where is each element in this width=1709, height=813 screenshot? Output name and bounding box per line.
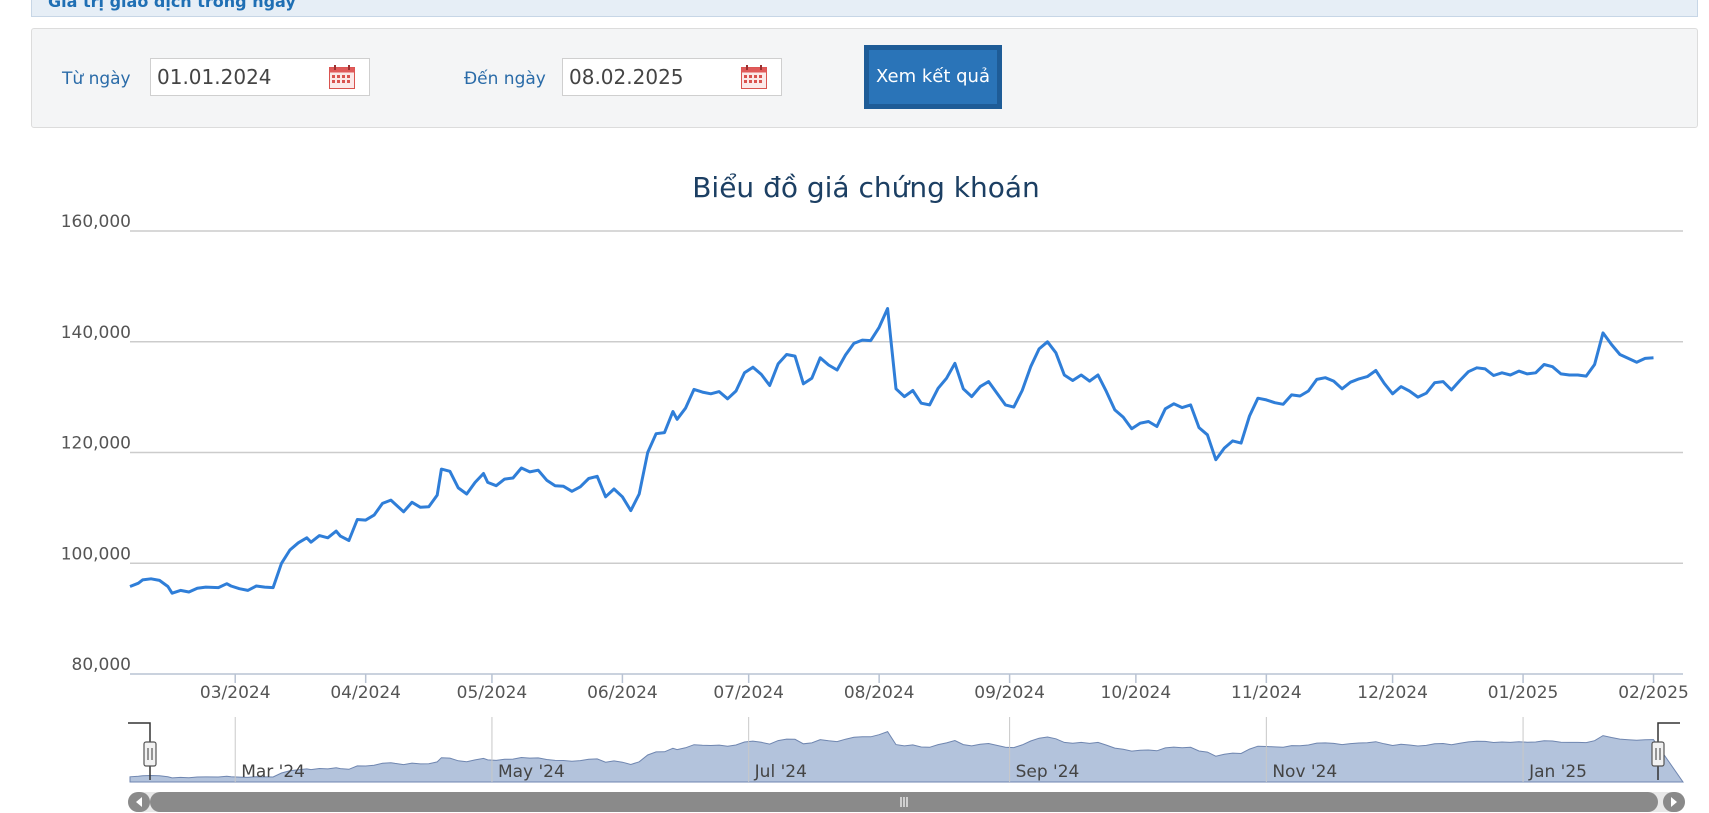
y-tick-label: 100,000 [61, 544, 131, 564]
x-tick-label: 10/2024 [1101, 683, 1172, 703]
chevron-right-icon [1671, 797, 1677, 807]
x-tick-label: 09/2024 [974, 683, 1045, 703]
navigator-handle[interactable] [1651, 741, 1665, 767]
x-tick-label: 03/2024 [200, 683, 271, 703]
x-tick-label: 01/2025 [1488, 683, 1559, 703]
view-results-button[interactable]: Xem kết quả [864, 45, 1002, 109]
x-tick-label: 05/2024 [457, 683, 528, 703]
x-tick-label: 06/2024 [587, 683, 658, 703]
to-date-field[interactable] [562, 58, 782, 96]
stock-price-chart: Biểu đồ giá chứng khoán 80,000 100,000 120… [61, 171, 1689, 812]
y-tick-label: 80,000 [72, 655, 131, 675]
from-date-label: Từ ngày [62, 69, 131, 89]
navigator-label: Nov '24 [1272, 762, 1337, 782]
x-axis-ticks: 03/2024 04/2024 05/2024 06/2024 07/2024 08/20… [200, 674, 1689, 703]
navigator-label: May '24 [498, 762, 565, 782]
x-tick-label: 02/2025 [1618, 683, 1689, 703]
x-tick-label: 08/2024 [844, 683, 915, 703]
y-tick-label: 160,000 [61, 212, 131, 232]
calendar-icon[interactable] [741, 65, 767, 89]
from-date-input[interactable] [151, 59, 321, 95]
navigator-label: Jul '24 [754, 762, 807, 782]
to-date-input[interactable] [563, 59, 733, 95]
price-series-line [129, 307, 1654, 595]
intraday-value-title: Giá trị giao dịch trong ngày [48, 0, 296, 11]
y-axis-ticks: 80,000 100,000 120,000 140,000 160,000 [61, 212, 131, 675]
view-results-label: Xem kết quả [869, 50, 997, 104]
navigator-label: Sep '24 [1016, 762, 1080, 782]
y-tick-label: 140,000 [61, 323, 131, 343]
navigator-handle[interactable] [143, 741, 157, 767]
date-filter-panel: Từ ngày Đến ngày Xem kết quả [31, 28, 1698, 128]
from-date-field[interactable] [150, 58, 370, 96]
range-navigator[interactable]: Mar '24 May '24 Jul '24 Sep '24 Nov '24 Jan '… [128, 717, 1685, 812]
chart-grid [130, 230, 1683, 675]
chevron-left-icon [136, 797, 142, 807]
x-tick-label: 11/2024 [1231, 683, 1302, 703]
navigator-label: Mar '24 [241, 762, 305, 782]
to-date-label: Đến ngày [464, 69, 546, 89]
navigator-series-area [129, 730, 1684, 783]
x-tick-label: 07/2024 [713, 683, 784, 703]
y-tick-label: 120,000 [61, 434, 131, 454]
x-tick-label: 12/2024 [1357, 683, 1428, 703]
intraday-value-header: Giá trị giao dịch trong ngày [31, 0, 1698, 17]
navigator-label: Jan '25 [1528, 762, 1587, 782]
chart-title: Biểu đồ giá chứng khoán [692, 171, 1040, 204]
x-tick-label: 04/2024 [330, 683, 401, 703]
calendar-icon[interactable] [329, 65, 355, 89]
